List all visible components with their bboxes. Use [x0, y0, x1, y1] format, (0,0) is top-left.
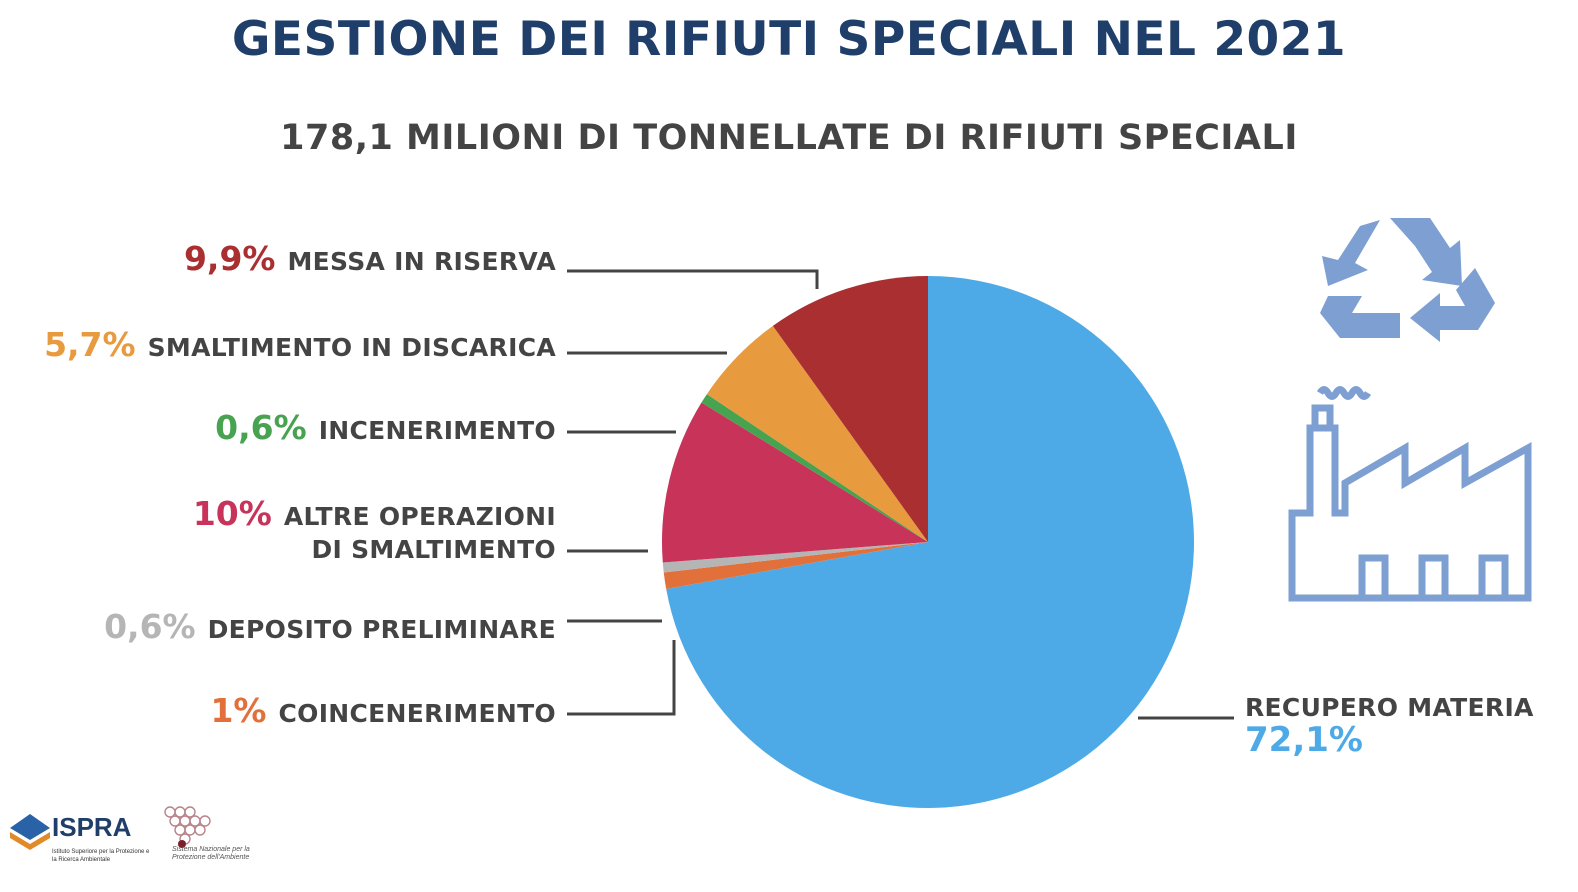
label-name: MESSA IN RISERVA: [287, 247, 556, 276]
pie-slice-recupero-materia: [666, 276, 1195, 808]
recycle-factory-illustration: [1288, 218, 1532, 602]
label-name: SMALTIMENTO IN DISCARICA: [147, 333, 556, 362]
label-smaltimento-in-discarica: 5,7% SMALTIMENTO IN DISCARICA: [44, 328, 556, 366]
pie-slice-incenerimento: [701, 394, 928, 542]
pie-slices: [662, 276, 1195, 808]
label-deposito-preliminare: 0,6% DEPOSITO PRELIMINARE: [104, 610, 556, 648]
label-messa-in-riserva: 9,9% MESSA IN RISERVA: [184, 242, 556, 280]
label-pct: 9,9%: [183, 239, 276, 278]
pie-slice-altre-operazioni-di-smaltimento: [662, 402, 928, 563]
label-pct: 5,7%: [44, 325, 136, 364]
ispra-logo-icon: [10, 814, 50, 850]
label-pct: 10%: [192, 494, 272, 533]
label-name: ALTRE OPERAZIONI: [283, 502, 556, 531]
chart-subtitle: 178,1 MILIONI DI TONNELLATE DI RIFIUTI S…: [280, 118, 1298, 158]
label-name: DEPOSITO PRELIMINARE: [207, 615, 556, 644]
chart-title: GESTIONE DEI RIFIUTI SPECIALI NEL 2021: [231, 12, 1347, 67]
label-pct: 1%: [210, 691, 267, 730]
label-name: INCENERIMENTO: [318, 416, 556, 445]
leader-lines: [567, 269, 1234, 720]
pie-slice-smaltimento-in-discarica: [706, 325, 928, 542]
label-name-line2: DI SMALTIMENTO: [311, 535, 556, 564]
pie-slice-messa-in-riserva: [772, 276, 928, 542]
label-pct: 0,6%: [104, 607, 196, 646]
ispra-logo-subtitle: Istituto Superiore per la Protezione e l…: [52, 849, 150, 863]
label-name: RECUPERO MATERIA: [1245, 693, 1534, 722]
label-name: COINCENERIMENTO: [278, 699, 556, 728]
recycle-icon: [1320, 218, 1495, 342]
label-pct: 0,6%: [215, 408, 307, 447]
label-recupero-materia: RECUPERO MATERIA 72,1%: [1245, 692, 1534, 760]
pie-slice-coincenerimento: [663, 542, 928, 590]
factory-icon: [1288, 386, 1532, 602]
label-coincenerimento: 1% COINCENERIMENTO: [210, 694, 556, 732]
pie-slice-deposito-preliminare: [662, 542, 928, 573]
label-pct: 72,1%: [1245, 720, 1363, 760]
snpa-logo-subtitle: Sistema Nazionale per la Protezione dell…: [172, 846, 250, 861]
leader-line-messa: [567, 269, 819, 289]
ispra-logo-text: ISPRA: [52, 812, 132, 842]
snpa-logo-icon: [164, 806, 211, 848]
label-incenerimento: 0,6% INCENERIMENTO: [215, 411, 556, 449]
leader-line-coincenerimento: [567, 640, 676, 716]
label-altre-operazioni: 10% ALTRE OPERAZIONI DI SMALTIMENTO: [193, 497, 556, 565]
